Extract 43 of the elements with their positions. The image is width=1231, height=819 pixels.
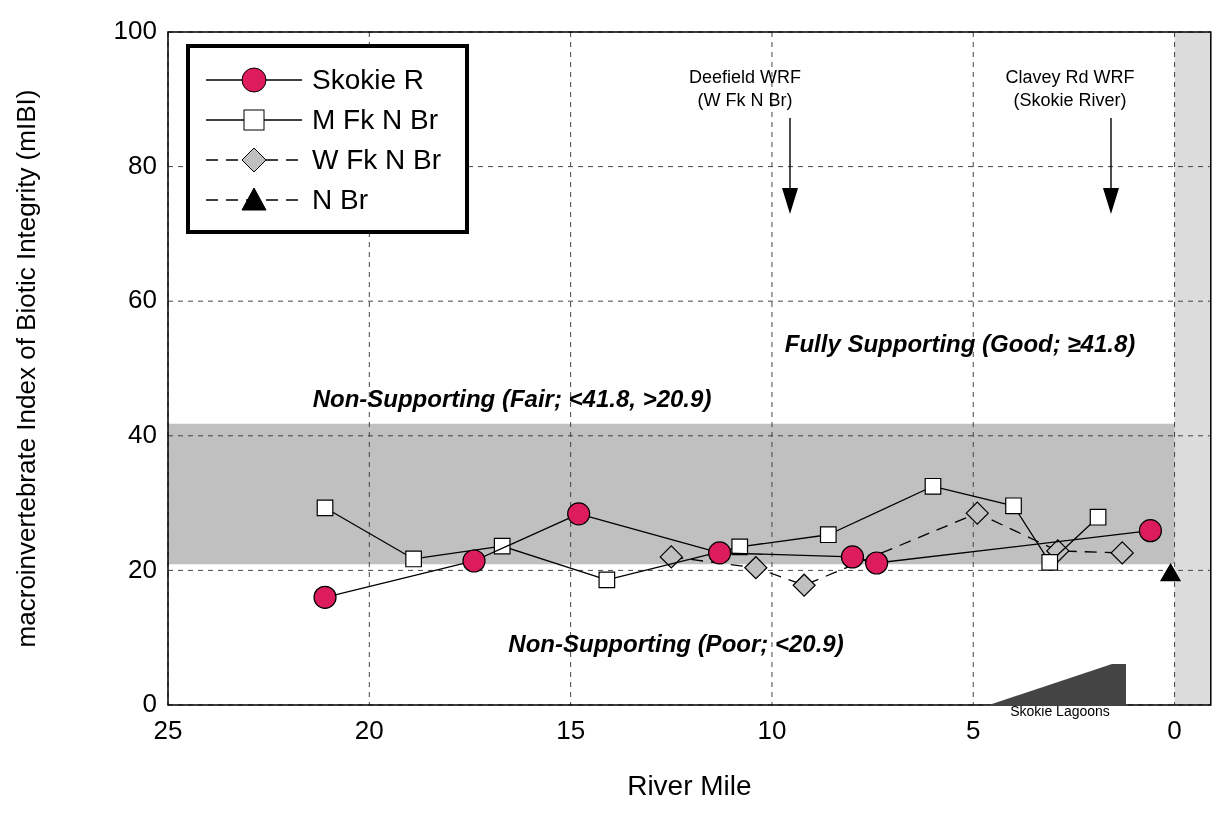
point	[313, 585, 337, 609]
point	[1110, 541, 1134, 565]
annotation: Fully Supporting (Good; ≥41.8)	[784, 329, 1136, 357]
point	[462, 549, 486, 573]
point	[865, 551, 889, 575]
point	[1138, 519, 1163, 543]
point	[840, 545, 865, 569]
y-axis-title: macroinvertebrate Index of Biotic Integrity (mIBI)	[10, 89, 41, 648]
legend-label: M Fk N Br	[312, 104, 438, 136]
point	[1089, 508, 1107, 526]
point	[924, 477, 942, 495]
x-tick-label: 5	[966, 714, 981, 745]
y-tick-label: 80	[128, 149, 157, 180]
y-tick-label: 100	[113, 15, 157, 46]
point	[659, 545, 683, 569]
point	[316, 499, 334, 517]
annotation: Skokie Lagoons	[1010, 702, 1110, 719]
legend-label: W Fk N Br	[312, 144, 442, 176]
annotation: Non-Supporting (Poor; <20.9)	[508, 629, 844, 657]
x-tick-label: 0	[1167, 714, 1182, 745]
point	[708, 541, 732, 565]
x-axis-title: River Mile	[627, 769, 752, 801]
point	[1041, 553, 1059, 571]
point	[792, 573, 816, 597]
point	[405, 550, 422, 568]
point	[744, 556, 768, 580]
annotation: Deefield WRF (W Fk N Br)	[688, 66, 802, 110]
point	[819, 526, 837, 544]
annotation: Clavey Rd WRF (Skokie River)	[1005, 66, 1135, 110]
x-tick-label: 15	[556, 714, 586, 745]
x-tick-label: 10	[757, 714, 787, 745]
point	[965, 501, 989, 525]
point	[1005, 497, 1022, 515]
point	[731, 538, 749, 556]
x-tick-label: 20	[354, 714, 384, 745]
y-tick-label: 20	[128, 553, 157, 584]
point	[567, 502, 591, 526]
y-tick-label: 40	[128, 418, 157, 449]
y-tick-label: 60	[128, 284, 157, 315]
legend-label: Skokie R	[312, 64, 425, 96]
point	[493, 537, 511, 555]
annotation: Non-Supporting (Fair; <41.8, >20.9)	[312, 384, 712, 412]
legend-label: N Br	[312, 184, 368, 216]
